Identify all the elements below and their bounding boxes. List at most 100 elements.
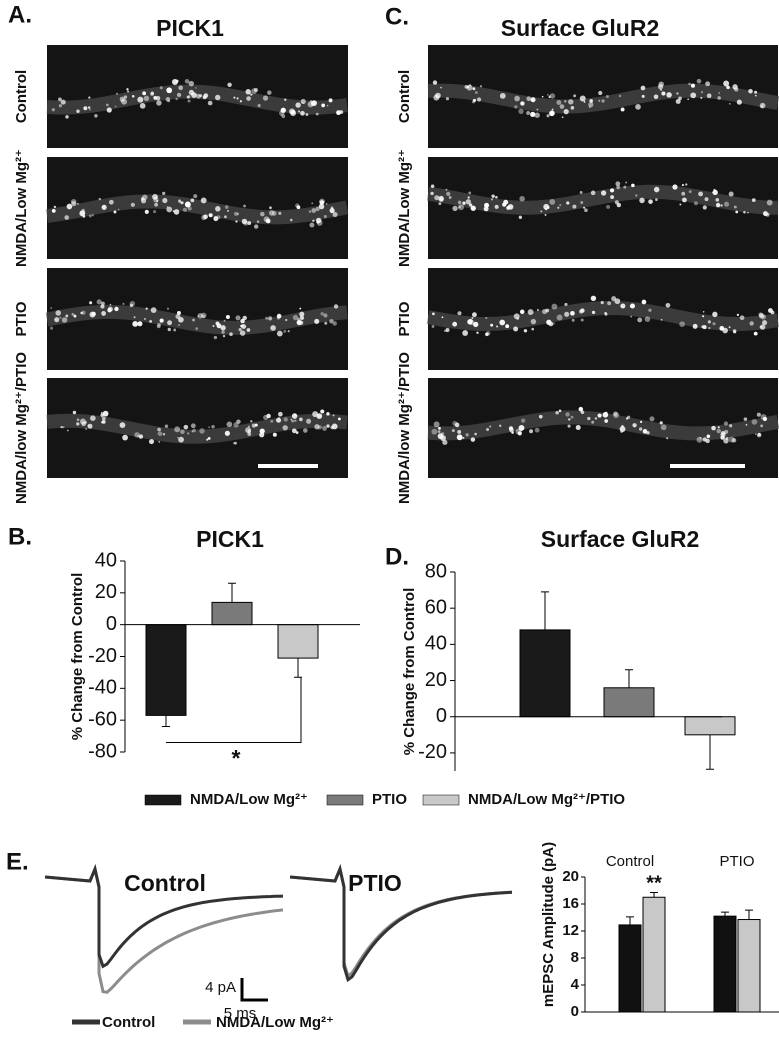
puncta (503, 199, 509, 205)
puncta (729, 424, 733, 428)
puncta (250, 93, 253, 96)
puncta (439, 197, 444, 202)
puncta (100, 301, 105, 306)
puncta (591, 420, 595, 424)
puncta (430, 191, 434, 196)
puncta (660, 424, 667, 431)
y-tick-label: 8 (571, 949, 579, 966)
puncta (167, 327, 171, 332)
puncta (437, 430, 441, 434)
puncta (559, 104, 565, 109)
puncta (655, 198, 658, 202)
puncta (212, 325, 215, 328)
puncta (190, 198, 195, 203)
puncta (89, 301, 93, 305)
puncta (144, 317, 146, 320)
puncta (568, 99, 574, 105)
puncta (526, 110, 531, 115)
puncta (490, 198, 494, 201)
puncta (227, 209, 230, 212)
puncta (641, 299, 647, 305)
puncta (187, 432, 190, 435)
puncta (312, 219, 315, 222)
puncta (726, 85, 730, 90)
puncta (251, 423, 256, 428)
puncta (572, 204, 577, 209)
puncta (499, 424, 502, 427)
puncta (751, 419, 758, 425)
puncta (328, 98, 333, 103)
puncta (706, 434, 711, 439)
legend-label: PTIO (372, 791, 407, 808)
puncta (300, 98, 306, 105)
puncta (159, 86, 163, 90)
puncta (60, 99, 66, 105)
puncta (320, 312, 324, 316)
puncta (265, 316, 269, 320)
puncta (295, 431, 299, 434)
puncta (126, 88, 129, 91)
puncta (224, 430, 230, 436)
puncta (696, 78, 702, 84)
puncta (641, 94, 645, 98)
puncta (173, 328, 177, 332)
puncta (72, 410, 77, 415)
puncta (556, 314, 563, 321)
puncta (580, 201, 584, 204)
puncta (76, 109, 80, 113)
puncta (704, 197, 709, 202)
puncta (631, 183, 635, 188)
puncta (81, 208, 85, 213)
puncta (197, 315, 200, 318)
y-axis-label: mEPSC Amplitude (pA) (540, 842, 557, 1007)
puncta (579, 191, 583, 194)
puncta (632, 423, 637, 428)
puncta (240, 324, 244, 328)
puncta (489, 425, 492, 428)
puncta (178, 324, 180, 326)
puncta (241, 218, 248, 225)
puncta (106, 107, 112, 113)
puncta (311, 202, 314, 205)
puncta (268, 210, 275, 216)
puncta (519, 195, 525, 202)
puncta (305, 113, 309, 116)
puncta (564, 311, 570, 317)
y-axis-label: % Change from Control (401, 588, 418, 756)
puncta (122, 302, 125, 305)
y-tick-label: -80 (88, 740, 117, 762)
puncta (177, 436, 179, 439)
puncta (119, 422, 126, 428)
puncta (514, 105, 518, 109)
puncta (760, 314, 767, 320)
puncta (700, 96, 703, 99)
puncta (755, 433, 757, 435)
puncta (470, 437, 476, 442)
puncta (661, 91, 666, 96)
puncta (465, 433, 469, 437)
puncta (473, 321, 479, 328)
puncta (166, 206, 173, 213)
puncta (54, 317, 60, 323)
puncta (157, 431, 163, 437)
puncta (702, 205, 707, 210)
puncta (326, 104, 329, 107)
puncta (272, 432, 277, 437)
puncta (717, 96, 721, 100)
puncta (672, 184, 678, 190)
puncta (62, 426, 65, 429)
puncta (731, 438, 737, 443)
puncta (728, 326, 731, 329)
puncta (283, 330, 287, 333)
puncta (203, 214, 208, 220)
puncta (226, 421, 233, 428)
puncta (499, 319, 506, 326)
puncta (432, 312, 435, 316)
puncta (687, 98, 690, 101)
puncta (457, 200, 462, 205)
puncta (549, 199, 556, 205)
puncta (545, 308, 550, 313)
puncta (290, 418, 293, 421)
puncta (431, 428, 438, 435)
